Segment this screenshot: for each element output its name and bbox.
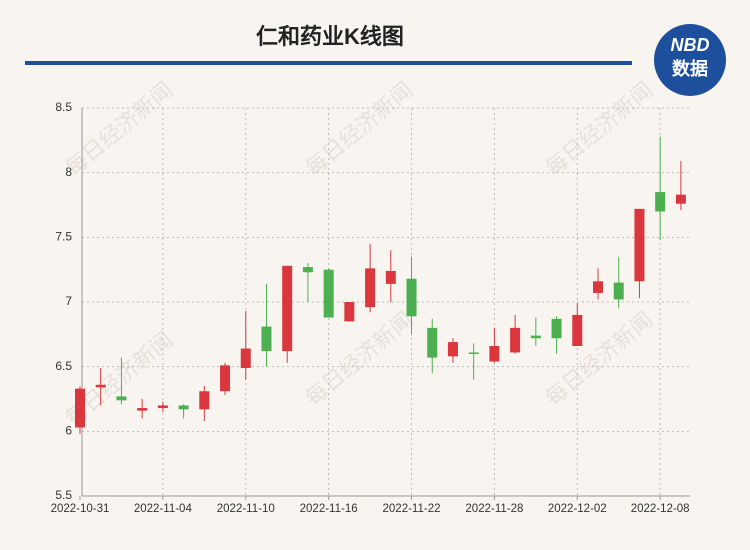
candle-body [344,302,355,322]
candle-body [199,391,210,410]
candle-body [261,326,272,352]
y-tick-label: 7.5 [55,230,72,244]
candle-body [178,405,189,410]
candle-body [572,314,583,346]
candle-body [655,192,666,212]
candle-body [634,208,645,282]
x-tick-label: 2022-12-02 [548,503,607,515]
candle-body [282,265,293,352]
candle-body [116,396,127,401]
candle-body [468,352,479,354]
y-tick-label: 6.5 [55,359,72,373]
candle-body [323,269,334,318]
candle-body [489,345,500,362]
logo-badge [654,24,726,96]
x-tick-label: 2022-11-22 [383,503,441,515]
candle-body [510,327,521,353]
candle-body [675,194,686,204]
candle-body [530,335,541,339]
y-tick-label: 8 [65,165,72,179]
candle-body [613,282,624,300]
logo-top: NBD [671,35,710,55]
y-tick-label: 5.5 [55,488,72,502]
candle-body [220,365,231,392]
x-tick-label: 2022-10-31 [51,503,110,515]
candle-body [75,388,85,428]
candle-body [447,342,458,357]
candle-body [137,408,148,411]
y-tick-label: 8.5 [55,100,72,114]
candle-body [593,281,603,293]
x-tick-label: 2022-11-04 [134,503,193,515]
chart-title: 仁和药业K线图 [256,24,404,49]
x-tick-label: 2022-11-28 [465,503,523,515]
plot: 5.5 6 6.5 7 7.5 8 8.5 2022-10-31 2022-11-04 2022-… [51,100,690,515]
candle-body [95,384,106,388]
candle-body [427,327,438,358]
candle-body [385,270,396,284]
logo-bottom: 数据 [672,58,708,79]
candle-body [551,318,562,339]
x-tick-label: 2022-12-08 [631,503,690,515]
candle-body [302,267,313,273]
candle-body [406,278,417,317]
candle-body [240,348,251,368]
candle-body [365,268,376,308]
y-tick-label: 7 [65,294,72,308]
y-tick-label: 6 [65,424,72,438]
x-tick-label: 2022-11-16 [300,503,358,515]
title-rule [25,61,632,65]
x-tick-label: 2022-11-10 [217,503,275,515]
candle-body [157,405,168,409]
